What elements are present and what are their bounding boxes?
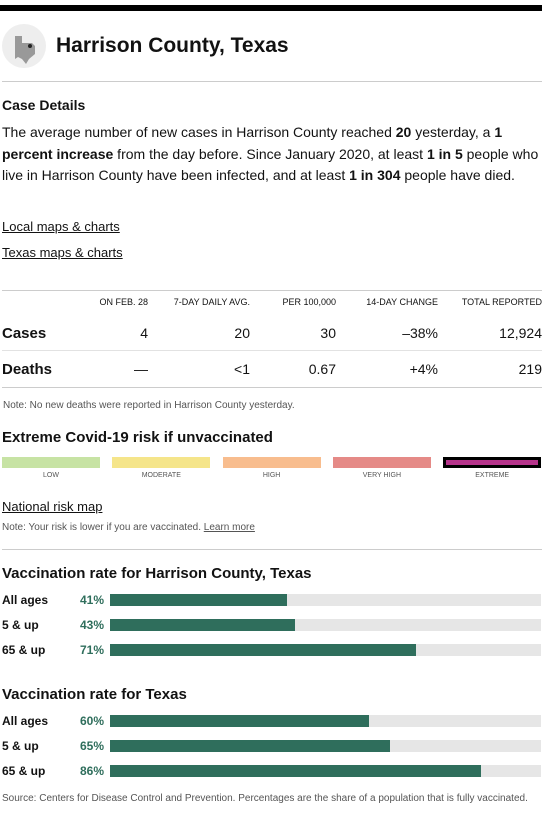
source-note: Source: Centers for Disease Control and … bbox=[2, 793, 528, 804]
column-header: 7-DAY DAILY AVG. bbox=[173, 297, 250, 307]
text-run: people have died. bbox=[400, 167, 515, 183]
table-note: Note: No new deaths were reported in Har… bbox=[3, 400, 295, 411]
text-run: 1 in 5 bbox=[426, 145, 463, 162]
text-run: 1 in 304 bbox=[349, 167, 401, 183]
column-header: TOTAL REPORTED bbox=[461, 297, 542, 307]
row-label: 65 & up bbox=[2, 643, 46, 657]
cell: 0.67 bbox=[308, 361, 336, 377]
percent-label: 41% bbox=[80, 593, 105, 607]
column-header: ON FEB. 28 bbox=[99, 297, 148, 307]
cell: 30 bbox=[320, 325, 336, 341]
risk-label: VERY HIGH bbox=[362, 472, 402, 479]
risk-note: Note: Your risk is lower if you are vacc… bbox=[2, 522, 201, 533]
cell: 219 bbox=[518, 361, 542, 377]
row-label: 65 & up bbox=[2, 764, 46, 778]
section-heading: Extreme Covid-19 risk if unvaccinated bbox=[2, 429, 273, 446]
divider bbox=[2, 350, 542, 351]
cell: — bbox=[134, 361, 148, 377]
cell: <1 bbox=[234, 361, 250, 377]
risk-swatch bbox=[222, 457, 321, 468]
case-paragraph: The average number of new cases in Harri… bbox=[2, 122, 547, 187]
row-label: All ages bbox=[2, 593, 49, 607]
risk-label: EXTREME bbox=[475, 472, 510, 479]
section-heading: Vaccination rate for Harrison County, Te… bbox=[2, 565, 312, 582]
bar bbox=[110, 619, 296, 631]
risk-swatch bbox=[332, 457, 431, 468]
text-run: 1 percent increase bbox=[2, 124, 503, 162]
risk-label: HIGH bbox=[262, 472, 281, 479]
row-label: Deaths bbox=[2, 361, 53, 378]
column-header: PER 100,000 bbox=[282, 297, 336, 307]
link[interactable]: Local maps & charts bbox=[2, 219, 120, 234]
state-icon bbox=[2, 24, 46, 68]
risk-swatch bbox=[2, 457, 100, 468]
percent-label: 86% bbox=[80, 764, 105, 778]
link[interactable]: Learn more bbox=[203, 522, 255, 533]
risk-label: LOW bbox=[43, 472, 59, 479]
row-label: 5 & up bbox=[2, 739, 39, 753]
cell: 4 bbox=[140, 325, 148, 341]
text-run: from the day before. Since January 2020,… bbox=[113, 145, 427, 162]
risk-swatch bbox=[443, 457, 542, 468]
text-run: The average number of new cases in Harri… bbox=[2, 124, 396, 140]
column-header: 14-DAY CHANGE bbox=[366, 297, 438, 307]
text-run: people who live in Harrison County have … bbox=[2, 145, 539, 184]
cell: 12,924 bbox=[499, 325, 542, 341]
divider bbox=[2, 387, 542, 388]
text-run: yesterday, a bbox=[411, 124, 495, 140]
bar bbox=[110, 644, 416, 656]
bar bbox=[110, 765, 481, 777]
risk-swatch bbox=[112, 457, 211, 468]
section-heading: Vaccination rate for Texas bbox=[2, 686, 187, 703]
divider bbox=[2, 81, 542, 82]
bar bbox=[110, 594, 287, 606]
top-bar bbox=[0, 5, 542, 11]
divider bbox=[2, 549, 542, 550]
bar bbox=[110, 715, 369, 727]
cell: +4% bbox=[409, 361, 438, 377]
link[interactable]: National risk map bbox=[2, 499, 103, 514]
percent-label: 43% bbox=[80, 618, 105, 632]
row-label: 5 & up bbox=[2, 618, 39, 632]
link[interactable]: Texas maps & charts bbox=[2, 245, 123, 260]
section-heading: Case Details bbox=[2, 97, 86, 113]
text-run: 20 bbox=[395, 124, 412, 140]
row-label: Cases bbox=[2, 325, 47, 342]
divider bbox=[2, 290, 542, 291]
percent-label: 71% bbox=[80, 643, 105, 657]
percent-label: 65% bbox=[80, 739, 105, 753]
row-label: All ages bbox=[2, 714, 49, 728]
page-title: Harrison County, Texas bbox=[56, 34, 289, 57]
percent-label: 60% bbox=[80, 714, 105, 728]
risk-label: MODERATE bbox=[141, 472, 181, 479]
cell: 20 bbox=[234, 325, 250, 341]
cell: –38% bbox=[402, 325, 438, 341]
bar bbox=[110, 740, 391, 752]
